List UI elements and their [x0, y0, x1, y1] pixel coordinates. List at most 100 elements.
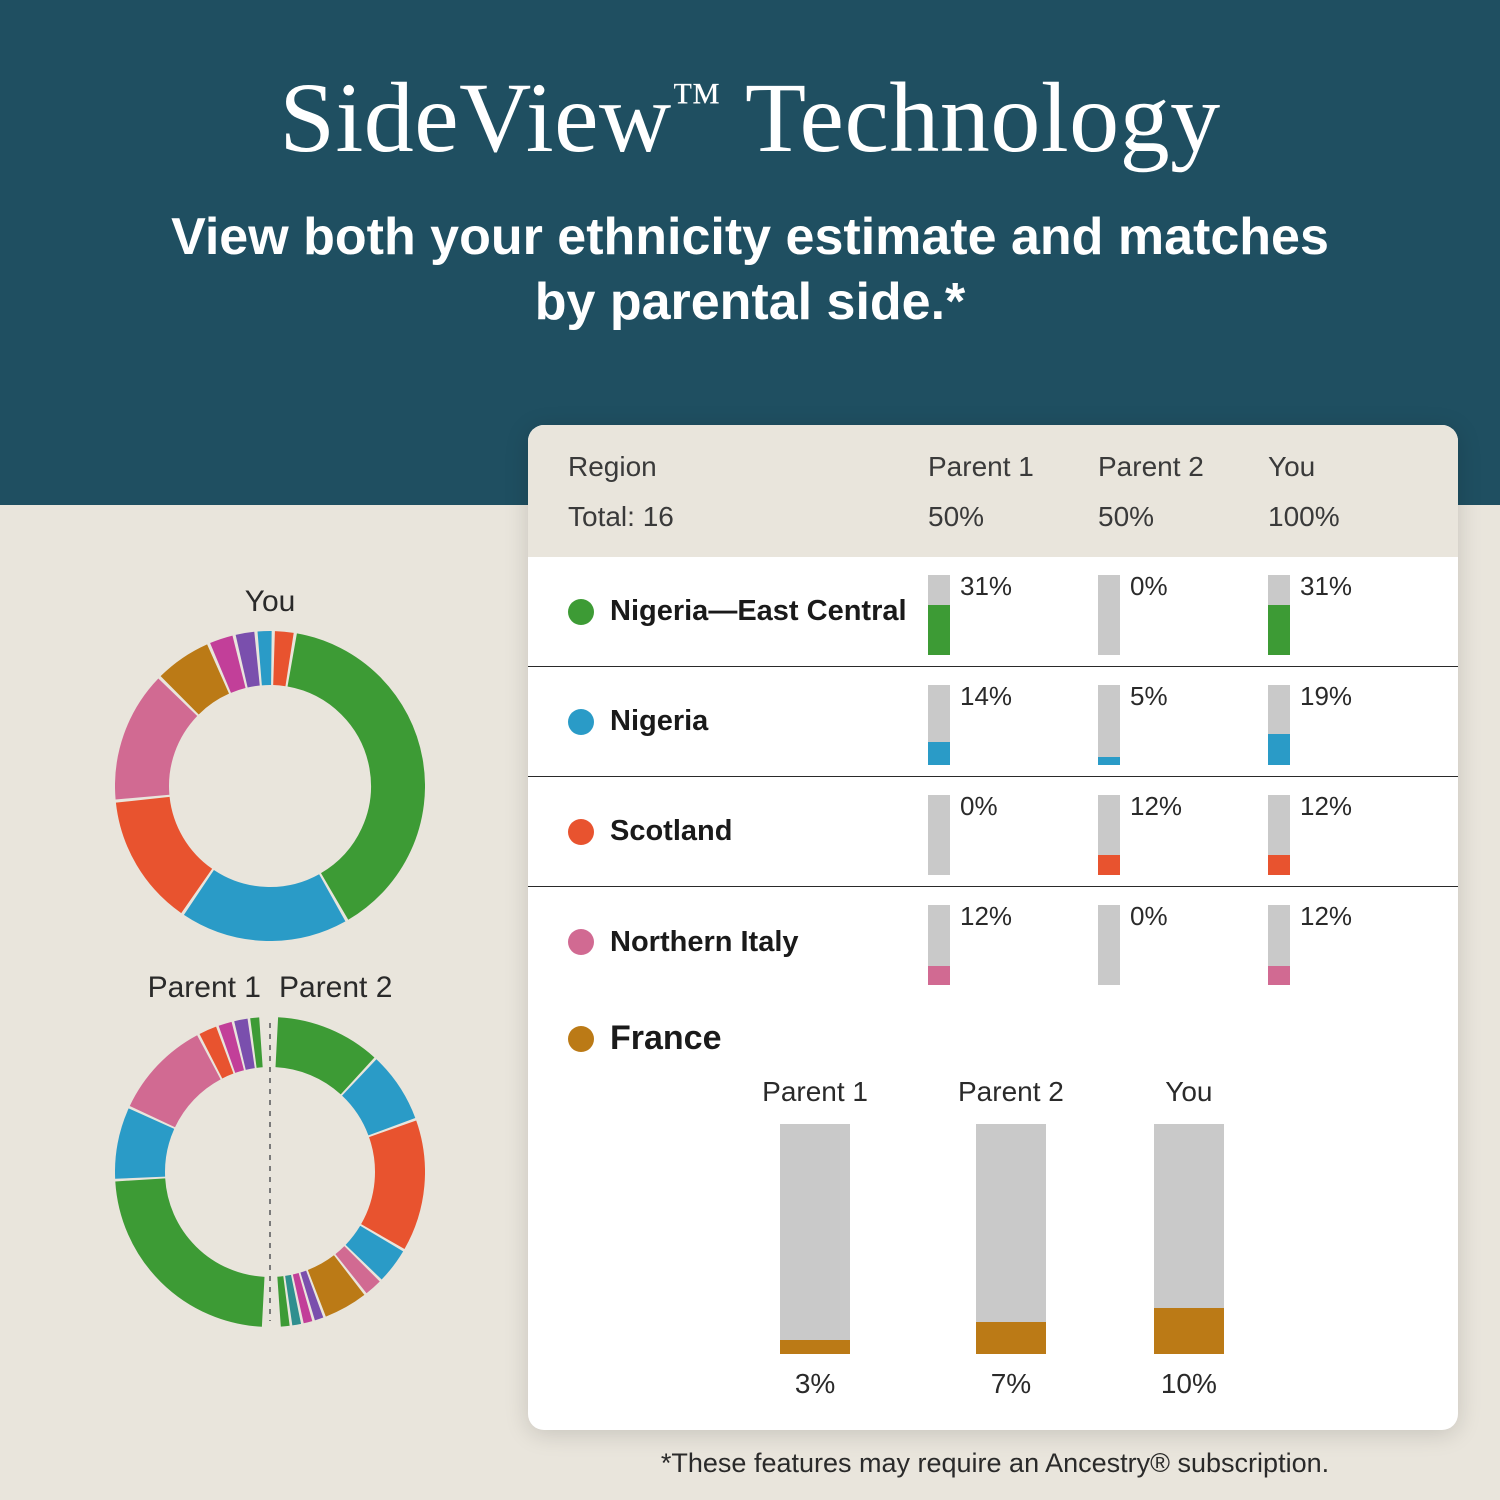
- mini-bar-cell: 0%: [1098, 899, 1268, 985]
- mini-bar-pct: 12%: [1300, 789, 1352, 822]
- region-dot-icon: [568, 929, 594, 955]
- mini-bar-pct: 12%: [1130, 789, 1182, 822]
- title-tail: Technology: [721, 62, 1220, 173]
- mini-bar-cell: 12%: [928, 899, 1098, 985]
- mini-bar-cell: 12%: [1268, 789, 1418, 875]
- region-dot-icon: [568, 599, 594, 625]
- detail-bar-label: You: [1154, 1076, 1224, 1108]
- detail-bar-label: Parent 1: [762, 1076, 868, 1108]
- mini-bar-cell: 12%: [1268, 899, 1418, 985]
- mini-bar: [928, 575, 950, 655]
- title-tm: ™: [672, 72, 722, 128]
- detail-bar-label: Parent 2: [958, 1076, 1064, 1108]
- region-name: Scotland: [610, 815, 732, 848]
- detail-bar-col: Parent 1 3%: [762, 1076, 868, 1400]
- donut-you-chart: [115, 631, 425, 941]
- detail-bar-pct: 7%: [958, 1368, 1064, 1400]
- donut-panel: You Parent 1 Parent 2: [80, 585, 460, 1327]
- detail-bar-pct: 10%: [1154, 1368, 1224, 1400]
- table-row: Northern Italy 12% 0% 12%: [528, 887, 1458, 997]
- mini-bar-cell: 5%: [1098, 679, 1268, 765]
- mini-bar-fill: [1098, 855, 1120, 874]
- title-main: SideView: [279, 62, 671, 173]
- mini-bar-pct: 12%: [960, 899, 1012, 932]
- mini-bar-pct: 0%: [1130, 899, 1168, 932]
- table-row: Nigeria 14% 5% 19%: [528, 667, 1458, 777]
- mini-bar: [1268, 795, 1290, 875]
- mini-bar-fill: [1098, 757, 1120, 765]
- mini-bar: [928, 795, 950, 875]
- hdr-you-pct: 100%: [1268, 501, 1418, 533]
- mini-bar-pct: 31%: [1300, 569, 1352, 602]
- region-name: Northern Italy: [610, 926, 799, 959]
- region-name: Nigeria: [610, 705, 708, 738]
- region-cell: Nigeria—East Central: [568, 595, 928, 628]
- mini-bar-cell: 0%: [1098, 569, 1268, 655]
- detail-bar-fill: [1154, 1308, 1224, 1354]
- mini-bar: [1098, 795, 1120, 875]
- region-cell: Northern Italy: [568, 926, 928, 959]
- parent1-label: Parent 1: [148, 971, 261, 1005]
- region-name: Nigeria—East Central: [610, 595, 907, 628]
- parent2-label: Parent 2: [279, 971, 392, 1005]
- hdr-parent1: Parent 1: [928, 451, 1098, 483]
- table-row: Scotland 0% 12% 12%: [528, 777, 1458, 887]
- detail-dot-icon: [568, 1026, 594, 1052]
- mini-bar: [928, 905, 950, 985]
- mini-bar-fill: [1268, 855, 1290, 874]
- detail-bar-col: Parent 2 7%: [958, 1076, 1064, 1400]
- mini-bar: [1098, 905, 1120, 985]
- mini-bar-cell: 12%: [1098, 789, 1268, 875]
- mini-bar-pct: 0%: [960, 789, 998, 822]
- detail-bar-fill: [780, 1340, 850, 1354]
- mini-bar-pct: 19%: [1300, 679, 1352, 712]
- mini-bar-pct: 12%: [1300, 899, 1352, 932]
- detail-bar-col: You 10%: [1154, 1076, 1224, 1400]
- hdr-parent2: Parent 2: [1098, 451, 1268, 483]
- detail-name: France: [610, 1019, 722, 1058]
- detail-bar: [976, 1124, 1046, 1354]
- mini-bar-fill: [1268, 966, 1290, 985]
- card-header: Region Parent 1 Parent 2 You Total: 16 5…: [528, 425, 1458, 557]
- region-dot-icon: [568, 819, 594, 845]
- mini-bar-pct: 5%: [1130, 679, 1168, 712]
- mini-bar: [1268, 685, 1290, 765]
- mini-bar-pct: 14%: [960, 679, 1012, 712]
- detail-bar-pct: 3%: [762, 1368, 868, 1400]
- detail-title: France: [568, 1019, 1418, 1058]
- mini-bar-fill: [928, 966, 950, 985]
- mini-bar-cell: 0%: [928, 789, 1098, 875]
- detail-bars: Parent 1 3% Parent 2 7% You 10%: [568, 1076, 1418, 1400]
- hdr-p2-pct: 50%: [1098, 501, 1268, 533]
- mini-bar-cell: 31%: [928, 569, 1098, 655]
- mini-bar-fill: [1268, 734, 1290, 764]
- region-dot-icon: [568, 709, 594, 735]
- mini-bar-fill: [928, 605, 950, 655]
- mini-bar-pct: 31%: [960, 569, 1012, 602]
- region-cell: Scotland: [568, 815, 928, 848]
- detail-bar: [780, 1124, 850, 1354]
- mini-bar-cell: 31%: [1268, 569, 1418, 655]
- hdr-region: Region: [568, 451, 928, 483]
- donut-you-label: You: [80, 585, 460, 619]
- parent-labels: Parent 1 Parent 2: [80, 971, 460, 1005]
- mini-bar: [1098, 575, 1120, 655]
- region-card: Region Parent 1 Parent 2 You Total: 16 5…: [528, 425, 1458, 1430]
- region-rows: Nigeria—East Central 31% 0% 31% Nigeria 14% 5%…: [528, 557, 1458, 997]
- hero-subtitle: View both your ethnicity estimate and ma…: [150, 205, 1350, 335]
- hdr-p1-pct: 50%: [928, 501, 1098, 533]
- table-row: Nigeria—East Central 31% 0% 31%: [528, 557, 1458, 667]
- mini-bar-fill: [1268, 605, 1290, 655]
- mini-bar-pct: 0%: [1130, 569, 1168, 602]
- hero-title: SideView™ Technology: [60, 60, 1440, 175]
- mini-bar-cell: 19%: [1268, 679, 1418, 765]
- hdr-total: Total: 16: [568, 501, 928, 533]
- detail-section: France Parent 1 3% Parent 2 7% You 10%: [528, 997, 1458, 1430]
- footnote: *These features may require an Ancestry®…: [540, 1448, 1450, 1479]
- mini-bar: [1268, 905, 1290, 985]
- mini-bar: [928, 685, 950, 765]
- detail-bar-fill: [976, 1322, 1046, 1354]
- detail-bar: [1154, 1124, 1224, 1354]
- region-cell: Nigeria: [568, 705, 928, 738]
- hdr-you: You: [1268, 451, 1418, 483]
